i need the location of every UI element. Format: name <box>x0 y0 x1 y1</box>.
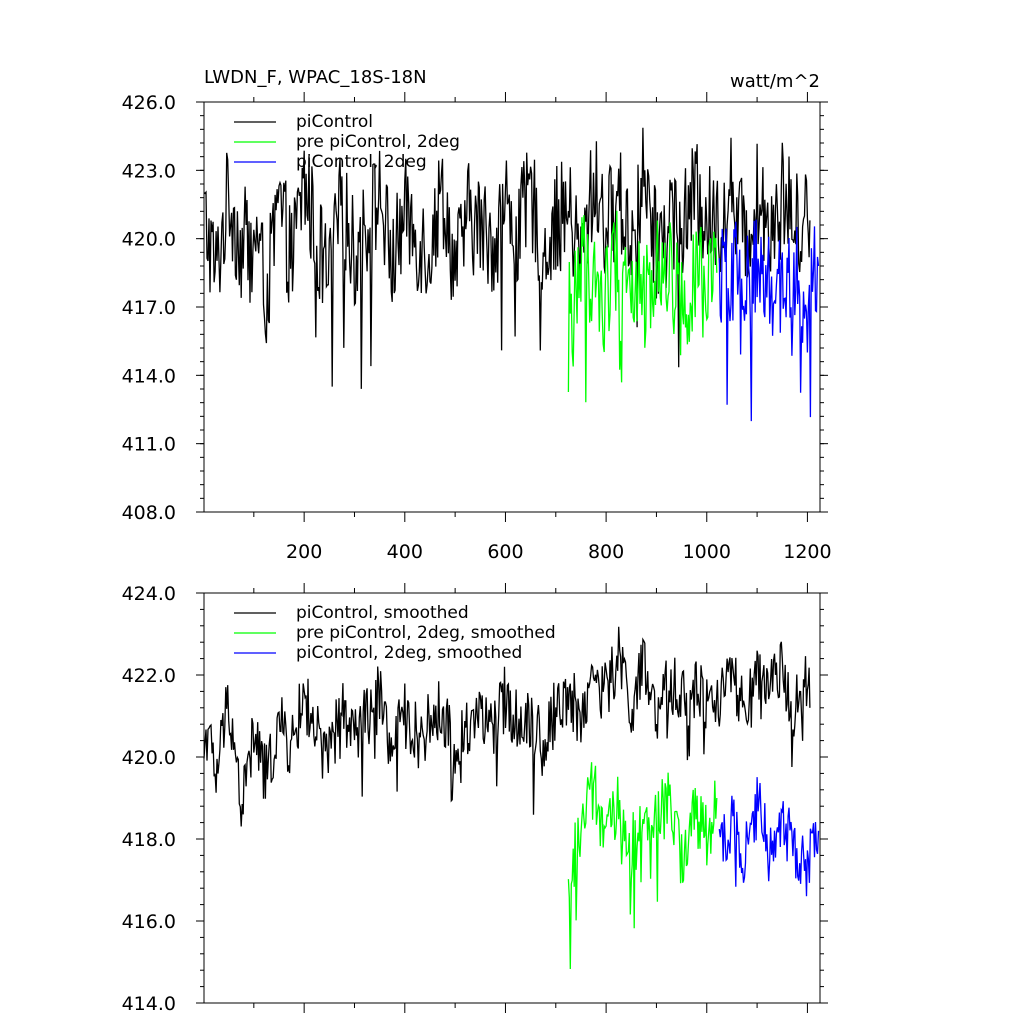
axes-bottom: 414.0 416.0 418.0 420.0 422.0 424.0 <box>122 583 828 1015</box>
axes-top: 408.0 411.0 414.0 417.0 420.0 423.0 426.0 200 40… <box>122 92 832 563</box>
x-tick-label: 400 <box>387 541 423 563</box>
x-tick-label: 200 <box>286 541 322 563</box>
legend-label-1: piControl, smoothed <box>296 603 469 623</box>
legend-label-2: pre piControl, 2deg, smoothed <box>296 623 556 643</box>
series-line-1 <box>203 127 811 389</box>
plot-frame-bottom <box>203 592 821 1004</box>
y-tick-label: 408.0 <box>122 502 176 524</box>
series-line-3 <box>718 777 820 897</box>
series-line-2 <box>567 762 718 970</box>
legend-label-3: piControl, 2deg, smoothed <box>296 643 522 663</box>
panel-top: LWDN_F, WPAC_18S-18N watt/m^2 408.0 411.0… <box>122 67 832 563</box>
y-tick-label: 417.0 <box>122 297 176 319</box>
units-label: watt/m^2 <box>730 71 820 92</box>
panel-bottom: 414.0 416.0 418.0 420.0 422.0 424.0 piControl… <box>122 583 828 1015</box>
y-tick-label: 411.0 <box>122 434 176 456</box>
x-tick-label: 1000 <box>683 541 731 563</box>
y-tick-label: 423.0 <box>122 160 176 182</box>
legend-label-3: piControl, 2deg <box>296 152 427 172</box>
y-tick-label: 418.0 <box>122 829 176 851</box>
x-tick-label: 600 <box>487 541 523 563</box>
series-line-2 <box>567 210 718 403</box>
x-tick-label: 1200 <box>783 541 831 563</box>
legend-label-1: piControl <box>296 112 373 132</box>
y-tick-label: 414.0 <box>122 365 176 387</box>
series-group-bottom <box>203 626 820 970</box>
y-tick-label: 414.0 <box>122 993 176 1015</box>
series-group-top <box>203 127 820 422</box>
series-line-1 <box>203 626 811 827</box>
y-tick-label: 420.0 <box>122 229 176 251</box>
y-tick-label: 424.0 <box>122 583 176 605</box>
legend-label-2: pre piControl, 2deg <box>296 132 460 152</box>
series-line-3 <box>718 219 820 422</box>
y-tick-label: 416.0 <box>122 911 176 933</box>
x-tick-label: 800 <box>588 541 624 563</box>
y-tick-label: 426.0 <box>122 92 176 114</box>
y-tick-label: 422.0 <box>122 665 176 687</box>
chart-title: LWDN_F, WPAC_18S-18N <box>204 67 427 88</box>
y-tick-label: 420.0 <box>122 747 176 769</box>
